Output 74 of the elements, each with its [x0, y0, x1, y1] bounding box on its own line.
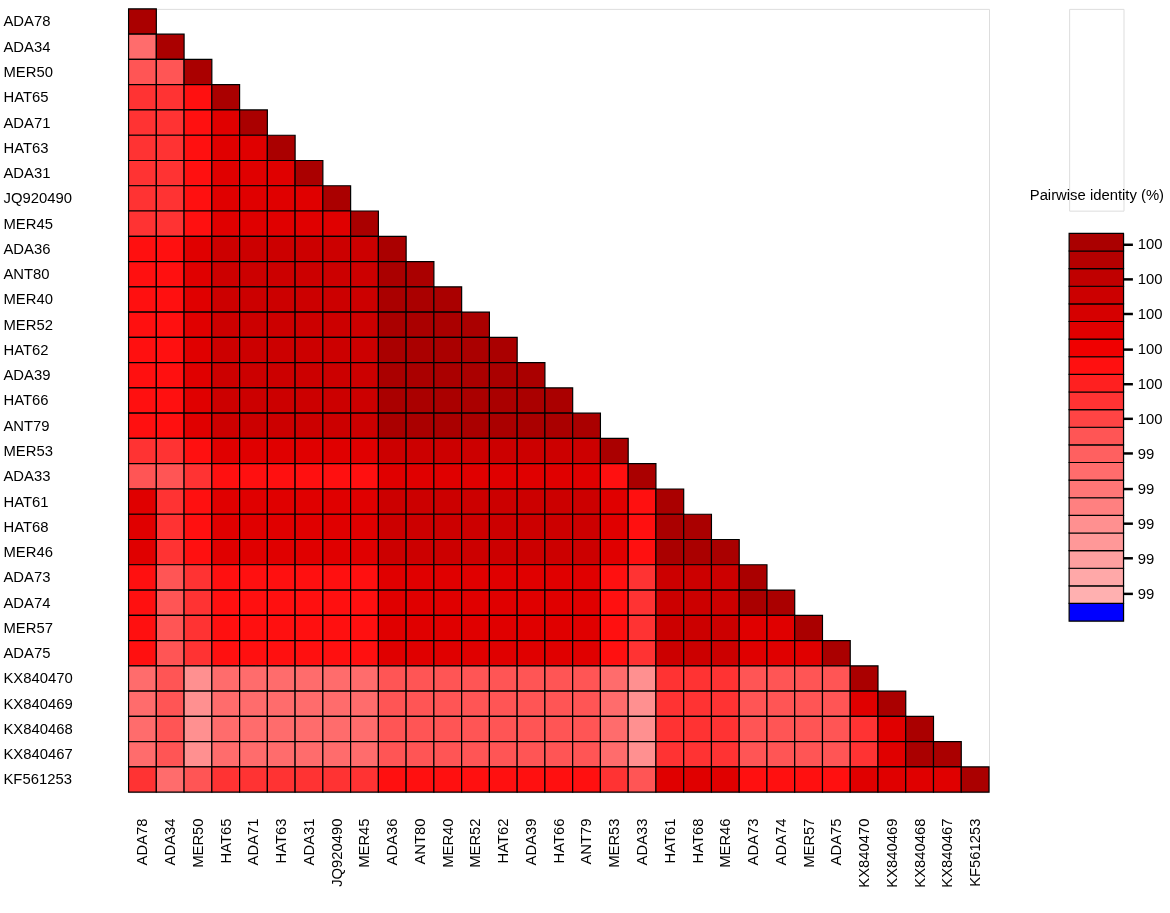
y-tick-label: KX840467 [3, 746, 73, 763]
x-tick-label: HAT63 [273, 818, 290, 864]
x-tick-label: ANT79 [578, 818, 595, 865]
x-tick-label: MER52 [467, 818, 484, 868]
y-tick-label: MER57 [3, 619, 53, 636]
y-tick-label: KX840468 [3, 720, 73, 737]
y-tick-label: ADA31 [3, 165, 51, 182]
x-tick-label: ADA71 [245, 818, 262, 866]
y-tick-label: ADA34 [3, 38, 51, 55]
x-tick-label: ADA73 [745, 818, 762, 866]
y-tick-label: HAT65 [3, 89, 49, 106]
color-bar-label: 99 [1137, 550, 1155, 567]
y-tick-label: ADA71 [3, 114, 51, 131]
x-tick-label: MER45 [356, 818, 373, 868]
y-tick-label: KF561253 [3, 771, 72, 788]
x-tick-label: MER40 [439, 818, 456, 868]
x-tick-label: MER50 [189, 818, 206, 868]
y-tick-label: ADA36 [3, 240, 51, 257]
x-tick-label: KF561253 [967, 818, 984, 887]
color-bar-label: 99 [1137, 445, 1155, 462]
y-tick-label: HAT62 [3, 341, 49, 358]
color-bar-label: 100 [1137, 271, 1163, 288]
y-tick-label: MER53 [3, 443, 53, 460]
y-tick-label: ANT80 [3, 266, 50, 283]
x-tick-label: ADA39 [522, 818, 539, 866]
x-tick-label: HAT62 [495, 818, 512, 864]
color-bar-title: Pairwise identity (%) [1029, 186, 1165, 203]
y-tick-label: ANT79 [3, 417, 50, 434]
y-tick-label: HAT68 [3, 518, 49, 535]
y-tick-label: ADA73 [3, 569, 51, 586]
x-tick-label: ANT80 [411, 818, 428, 865]
y-tick-label: MER45 [3, 215, 53, 232]
y-tick-label: JQ920490 [3, 190, 72, 207]
y-tick-label: ADA78 [3, 13, 51, 30]
color-bar-label: 99 [1137, 515, 1155, 532]
x-tick-label: HAT66 [550, 818, 567, 864]
x-tick-label: ADA75 [828, 818, 845, 866]
y-tick-label: MER40 [3, 291, 53, 308]
x-tick-label: ADA34 [162, 818, 179, 866]
color-bar-label: 100 [1137, 306, 1163, 323]
y-tick-label: ADA39 [3, 367, 51, 384]
y-tick-label: HAT66 [3, 392, 49, 409]
x-tick-label: ADA36 [384, 818, 401, 866]
x-tick-label: ADA78 [134, 818, 151, 866]
y-tick-label: HAT61 [3, 493, 49, 510]
x-tick-label: HAT68 [689, 818, 706, 864]
y-tick-label: ADA74 [3, 594, 51, 611]
y-tick-label: MER46 [3, 544, 53, 561]
color-bar-label: 99 [1137, 480, 1155, 497]
x-tick-label: MER53 [606, 818, 623, 868]
y-tick-label: KX840469 [3, 695, 73, 712]
x-tick-label: ADA33 [634, 818, 650, 866]
y-tick-label: ADA33 [3, 468, 51, 485]
x-tick-label: MER57 [800, 818, 817, 868]
x-tick-label: HAT65 [217, 818, 234, 864]
x-tick-label: KX840469 [883, 818, 900, 888]
y-tick-label: KX840470 [3, 670, 73, 687]
y-tick-label: MER50 [3, 64, 53, 80]
color-bar-label: 100 [1137, 236, 1163, 253]
y-tick-label: MER52 [3, 316, 53, 333]
x-tick-label: HAT61 [661, 818, 678, 864]
color-bar-label: 100 [1137, 341, 1163, 358]
color-bar-label: 99 [1137, 585, 1155, 602]
x-tick-label: ADA31 [300, 818, 317, 866]
x-tick-label: KX840468 [911, 818, 928, 888]
x-tick-label: KX840467 [939, 818, 956, 888]
y-tick-label: HAT63 [3, 139, 49, 156]
color-bar-label: 100 [1137, 410, 1163, 427]
y-tick-label: ADA75 [3, 645, 51, 662]
x-tick-label: KX840470 [856, 818, 873, 888]
x-tick-label: ADA74 [772, 818, 789, 866]
color-bar-label: 100 [1137, 376, 1163, 393]
x-tick-label: MER46 [717, 818, 734, 868]
x-tick-label: JQ920490 [328, 818, 345, 887]
